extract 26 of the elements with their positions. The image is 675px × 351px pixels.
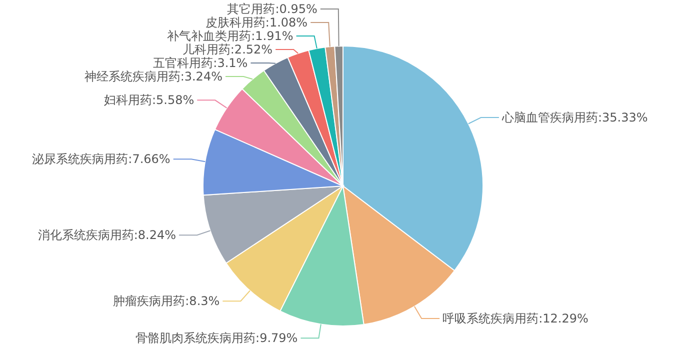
slice-label: 五官科用药 [153, 56, 214, 70]
slice-label: 儿科用药 [182, 42, 230, 56]
data-label: :8.24% [134, 228, 176, 242]
slice-label: 泌尿系统疾病用药 [32, 152, 128, 166]
data-label: :0.95% [275, 2, 318, 16]
data-label: :3.24% [180, 70, 222, 84]
slice-label: 肿瘤疾病用药 [113, 294, 186, 308]
slice-label: 呼吸系统疾病用药 [442, 311, 539, 326]
slice-label: 皮肤科用药 [205, 16, 266, 30]
data-label: :1.91% [251, 29, 294, 43]
data-label: :7.66% [128, 152, 170, 166]
data-label: :5.58% [152, 93, 194, 108]
slice-label: 心脑血管疾病用药 [500, 110, 598, 125]
data-label: :9.79% [256, 331, 298, 346]
slice-label: 神经系统疾病用药 [84, 70, 180, 84]
slice-label: 妇科用药 [104, 93, 152, 108]
slice-label: 补气补血类用药 [167, 29, 252, 43]
slice-label: 骨骼肌肉系统疾病用药 [136, 331, 256, 346]
data-label: :3.1% [213, 56, 248, 70]
data-label: :1.08% [265, 16, 308, 30]
data-label: :8.3% [185, 294, 220, 308]
data-label: :2.52% [230, 42, 273, 56]
data-label: :12.29% [538, 311, 588, 326]
slice-label: 其它用药 [227, 2, 276, 16]
slice-label: 消化系统疾病用药 [38, 228, 134, 242]
data-label: :35.33% [598, 110, 648, 125]
